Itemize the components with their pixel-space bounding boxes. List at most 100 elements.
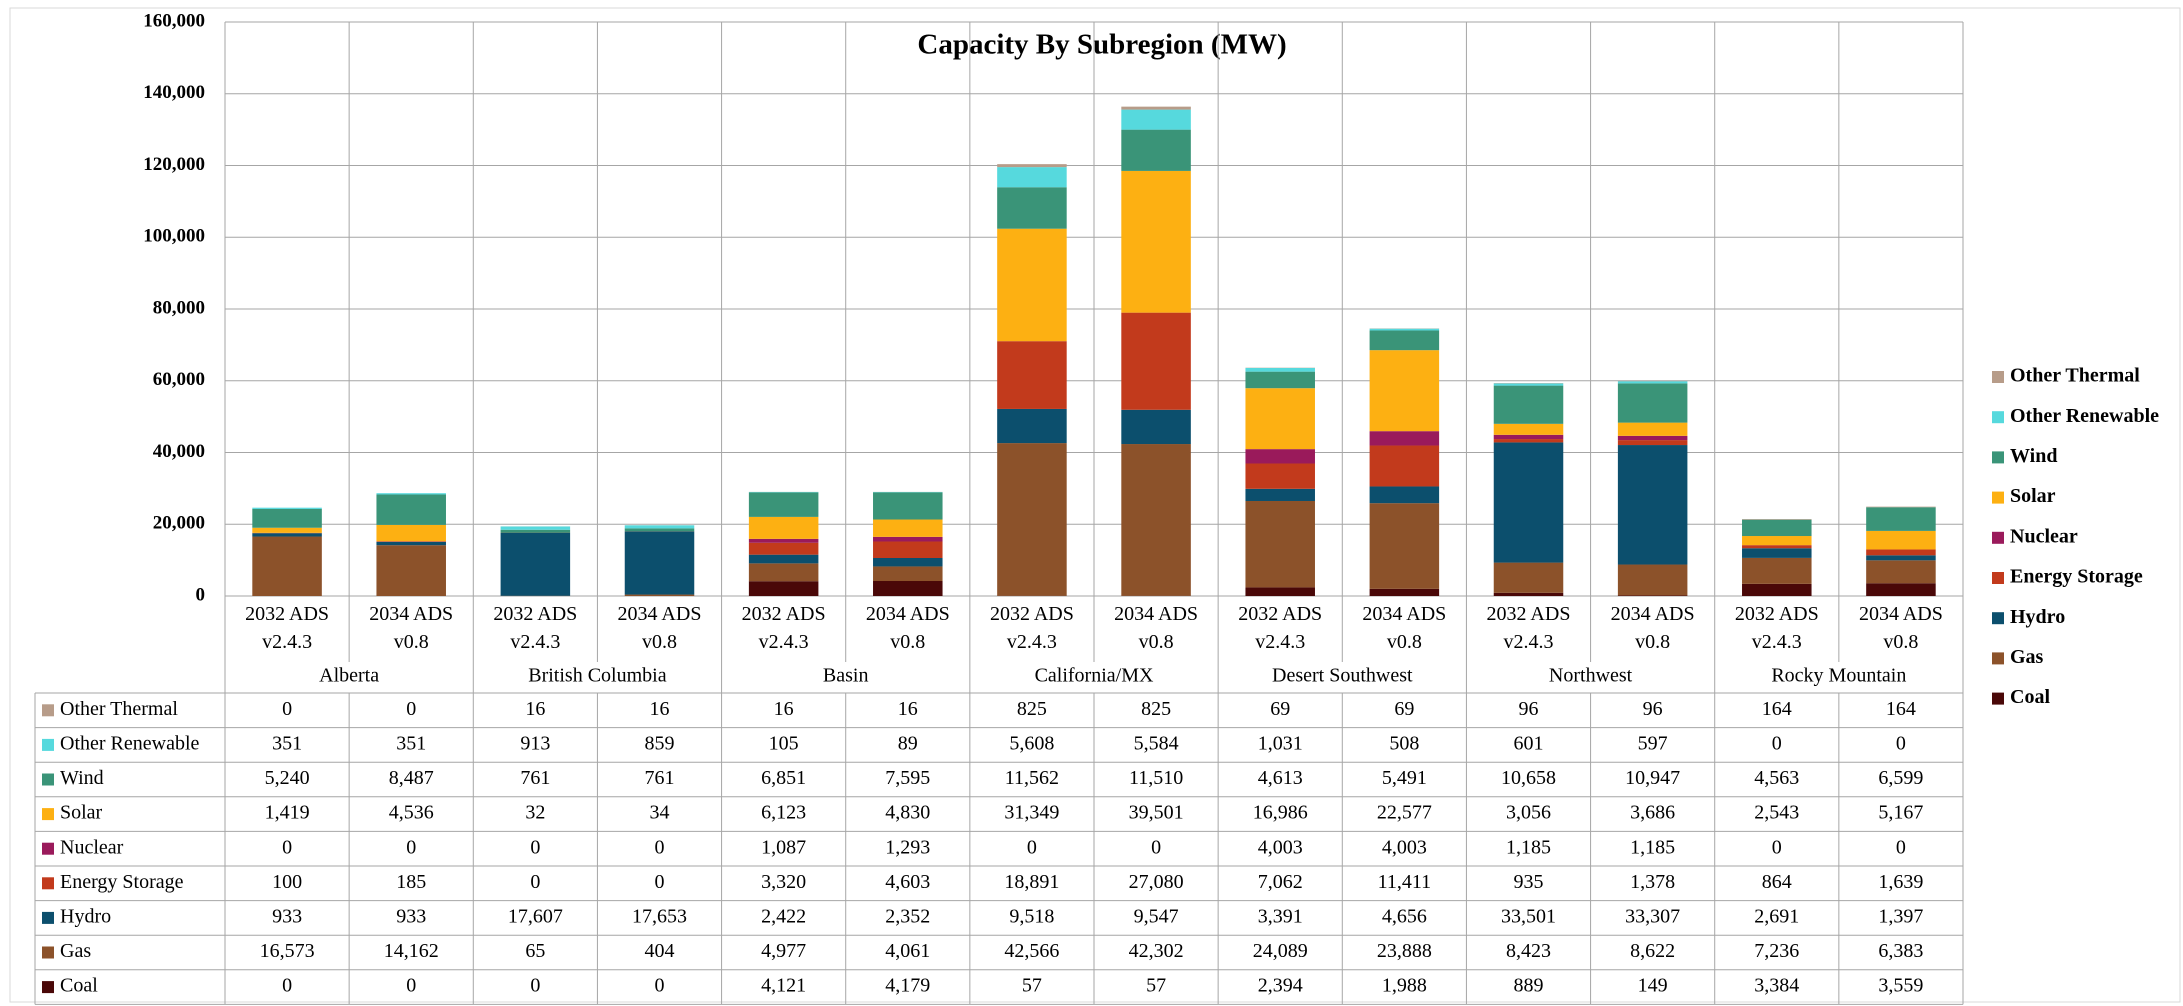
bar-segment [252, 507, 322, 509]
bar-segment [873, 581, 943, 596]
x-tick-label: 2032 ADS v2.4.3 [1486, 603, 1571, 653]
table-cell: 164 [1762, 698, 1792, 720]
table-cell: 24,089 [1253, 940, 1308, 962]
legend-swatch [1992, 451, 2004, 464]
table-cell: 4,536 [389, 802, 434, 824]
bar-segment [1742, 583, 1812, 596]
table-cell: 0 [530, 836, 540, 858]
table-row-label: Coal [60, 975, 98, 997]
x-tick-label-box: 2034 ADS v0.8 [1362, 603, 1447, 653]
bar-segment [500, 526, 571, 530]
x-tick-label-box: 2034 ADS v0.8 [369, 603, 453, 653]
x-tick-label: 2032 ADS v2.4.3 [493, 603, 578, 653]
table-cell: 2,422 [761, 905, 806, 927]
group-label: Basin [823, 665, 869, 687]
table-cell: 5,240 [265, 767, 310, 789]
table-cell: 351 [272, 732, 302, 754]
bar-segment [1121, 444, 1191, 596]
table-cell: 0 [530, 975, 540, 997]
table-cell: 5,491 [1382, 767, 1427, 789]
table-cell: 889 [1514, 975, 1544, 997]
table-cell: 10,947 [1625, 767, 1680, 789]
table-cell: 859 [645, 732, 675, 754]
table-cell: 0 [1772, 732, 1782, 754]
legend-label: Other Thermal [2010, 365, 2140, 387]
table-cell: 1,031 [1258, 732, 1303, 754]
table-cell: 8,622 [1630, 940, 1675, 962]
bar-segment [873, 566, 943, 582]
bar-segment [1245, 371, 1315, 389]
bar-segment [1493, 385, 1564, 424]
table-cell: 2,691 [1754, 905, 1799, 927]
table-cell: 0 [655, 836, 665, 858]
table-row-label: Other Renewable [60, 732, 200, 754]
x-tick-label: 2034 ADS v0.8 [1362, 603, 1447, 653]
table-cell: 1,419 [265, 802, 310, 824]
bar-segment [500, 532, 571, 596]
bar-segment [873, 558, 943, 567]
legend-swatch [1992, 572, 2004, 584]
table-cell: 3,391 [1258, 905, 1303, 927]
bar-segment [376, 541, 446, 546]
legend-label: Energy Storage [2010, 566, 2143, 588]
bar-segment [376, 494, 446, 525]
bar-segment [1617, 445, 1688, 565]
table-cell: 1,639 [1878, 871, 1923, 893]
table-cell: 17,607 [508, 905, 563, 927]
x-tick-label: 2032 ADS v2.4.3 [245, 603, 330, 653]
bar-segment [1866, 506, 1936, 508]
bar-segment [1617, 422, 1688, 436]
table-cell: 2,543 [1754, 802, 1799, 824]
x-tick-label-box: 2034 ADS v0.8 [1611, 603, 1695, 653]
table-cell: 1,397 [1878, 905, 1923, 927]
bar-segment [1617, 381, 1688, 384]
table-cell: 42,566 [1004, 940, 1059, 962]
bar-segment [748, 492, 819, 517]
bar-segment [1742, 536, 1812, 546]
table-cell: 1,293 [885, 836, 930, 858]
legend-swatch [1992, 612, 2004, 625]
table-cell: 16 [525, 698, 545, 720]
bar-segment [873, 541, 943, 559]
x-tick-label-box: 2032 ADS v2.4.3 [1486, 603, 1571, 653]
table-cell: 913 [520, 732, 550, 754]
table-cell: 16 [650, 698, 670, 720]
table-cell: 508 [1389, 732, 1419, 754]
bar-segment [748, 516, 819, 539]
y-tick-label: 120,000 [143, 154, 205, 175]
bar-segment [873, 536, 943, 542]
bar-segment [748, 554, 819, 564]
legend-label: Nuclear [2010, 525, 2078, 547]
table-swatch [42, 981, 54, 994]
bar-segment [1121, 109, 1191, 130]
table-cell: 14,162 [384, 940, 439, 962]
bar-segment [252, 527, 322, 533]
table-cell: 11,411 [1378, 871, 1432, 893]
bar-segment [1245, 463, 1315, 489]
bar-segment [376, 545, 446, 596]
bar-segment [997, 443, 1067, 596]
bar-segment [748, 581, 819, 596]
table-row-label: Gas [60, 940, 91, 962]
bar-segment [997, 341, 1067, 409]
y-tick-label: 160,000 [143, 10, 205, 31]
y-tick-label: 140,000 [143, 82, 205, 103]
y-tick-label: 60,000 [153, 369, 205, 390]
table-cell: 6,383 [1878, 940, 1923, 962]
bar-segment [1866, 530, 1936, 550]
table-row-label: Solar [60, 802, 103, 824]
table-cell: 0 [406, 975, 416, 997]
x-tick-label: 2034 ADS v0.8 [617, 603, 702, 653]
table-row-label: Wind [60, 767, 104, 789]
table-cell: 16,986 [1253, 802, 1308, 824]
bar-segment [1617, 440, 1688, 446]
table-cell: 27,080 [1129, 871, 1184, 893]
x-tick-label-box: 2032 ADS v2.4.3 [990, 603, 1074, 653]
table-cell: 11,562 [1005, 767, 1059, 789]
bar-segment [1617, 564, 1688, 596]
table-cell: 761 [645, 767, 675, 789]
table-cell: 8,487 [389, 767, 434, 789]
group-label: British Columbia [528, 665, 666, 687]
table-cell: 1,378 [1630, 871, 1675, 893]
bar-segment [1742, 548, 1812, 558]
